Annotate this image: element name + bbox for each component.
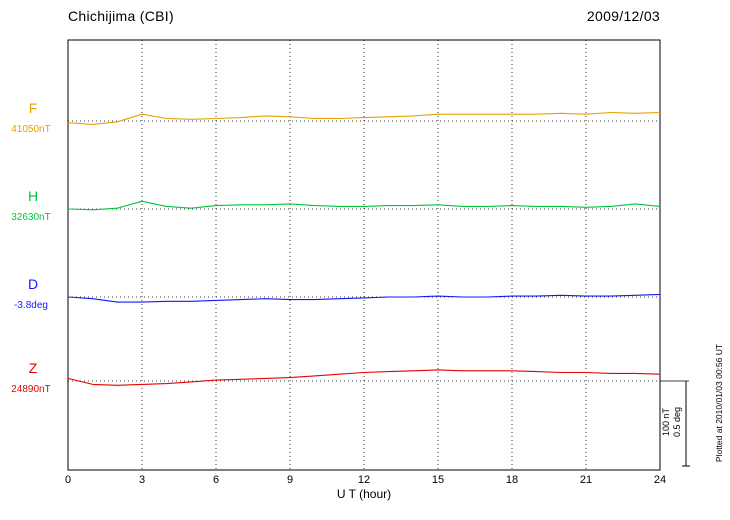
trace-H xyxy=(67,200,661,211)
trace-D xyxy=(67,293,661,303)
x-tick-label: 24 xyxy=(653,474,667,486)
x-tick-label: 6 xyxy=(212,474,220,486)
x-tick-label: 3 xyxy=(138,474,146,486)
series-baseline-value-Z: 24890nT xyxy=(11,384,51,395)
x-tick-label: 18 xyxy=(505,474,519,486)
series-letter-D: D xyxy=(27,276,39,292)
series-baseline-value-D: -3.8deg xyxy=(14,300,48,311)
x-tick-label: 15 xyxy=(431,474,445,486)
series-letter-Z: Z xyxy=(28,360,38,376)
series-baseline-value-H: 32630nT xyxy=(11,212,51,223)
x-tick-label: 21 xyxy=(579,474,593,486)
plotted-at-note: Plotted at 2010/01/03 00:56 UT xyxy=(714,343,724,463)
series-letter-H: H xyxy=(27,188,39,204)
trace-Z xyxy=(67,369,661,386)
series-letter-F: F xyxy=(28,100,38,116)
x-axis-label: U T (hour) xyxy=(336,487,392,501)
scale-deg-label: 0.5 deg xyxy=(672,406,682,438)
series-baseline-value-F: 41050nT xyxy=(11,124,51,135)
scale-nt-label: 100 nT xyxy=(661,407,671,437)
x-tick-label: 9 xyxy=(286,474,294,486)
scale-bar-label: 100 nT 0.5 deg xyxy=(661,387,683,457)
x-tick-label: 12 xyxy=(357,474,371,486)
trace-F xyxy=(67,111,661,125)
station-title: Chichijima (CBI) xyxy=(68,8,174,24)
plot-frame xyxy=(67,39,661,471)
plot-date: 2009/12/03 xyxy=(586,8,660,24)
x-tick-label: 0 xyxy=(64,474,72,486)
